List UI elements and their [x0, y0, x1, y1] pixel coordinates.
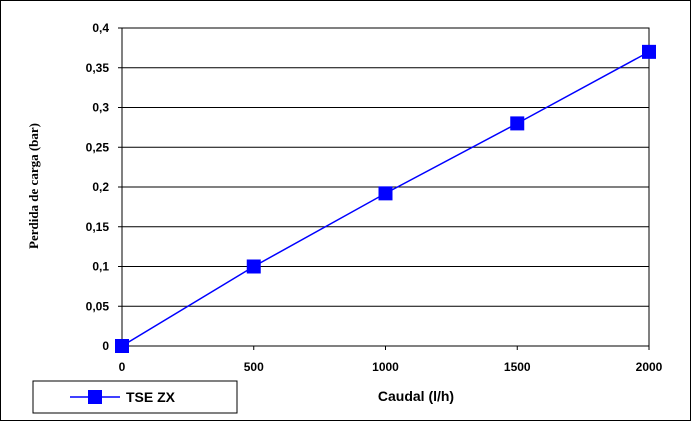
legend-label: TSE ZX [126, 389, 176, 405]
series-layer [115, 44, 656, 353]
y-axis-label: Perdida de carga (bar) [26, 123, 41, 249]
y-tick-label: 0,05 [86, 299, 110, 313]
y-axis-ticks: 0 0,05 0,1 0,15 0,2 0,25 0,3 0,35 0,4 [86, 21, 122, 353]
x-tick-label: 1500 [504, 360, 531, 374]
data-point-marker [378, 186, 393, 201]
data-point-marker [642, 44, 656, 59]
data-point-marker [510, 116, 525, 131]
x-tick-label: 0 [119, 360, 126, 374]
y-tick-label: 0,4 [92, 21, 109, 35]
x-tick-label: 500 [244, 360, 264, 374]
y-tick-label: 0,2 [92, 180, 109, 194]
x-tick-label: 1000 [372, 360, 399, 374]
y-tick-label: 0,1 [92, 260, 109, 274]
data-point-marker [246, 259, 261, 274]
y-tick-label: 0 [102, 339, 109, 353]
legend-marker-square [88, 390, 102, 404]
y-tick-label: 0,35 [86, 61, 110, 75]
data-point-marker [115, 339, 129, 353]
y-tick-label: 0,3 [92, 101, 109, 115]
y-tick-label: 0,15 [86, 220, 110, 234]
x-axis-label: Caudal (l/h) [378, 388, 454, 404]
legend-box [32, 380, 238, 414]
legend: TSE ZX [32, 380, 238, 414]
x-tick-label: 2000 [636, 360, 663, 374]
x-axis-ticks: 0 500 1000 1500 2000 [119, 346, 663, 374]
y-tick-label: 0,25 [86, 140, 110, 154]
